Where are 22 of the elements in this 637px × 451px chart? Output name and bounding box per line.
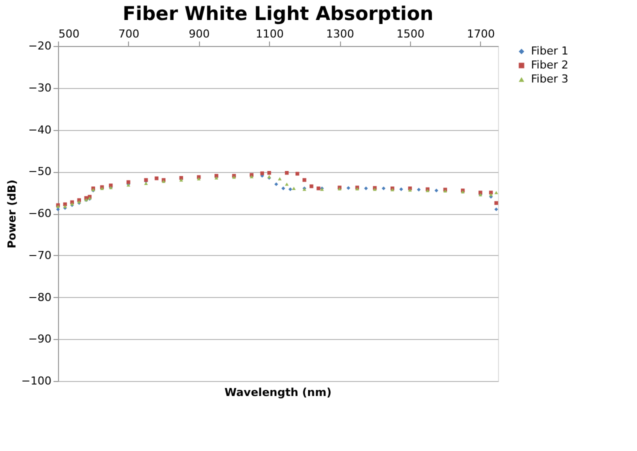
- y-tick-label: −20: [28, 40, 52, 52]
- y-tick-label: −40: [28, 123, 52, 136]
- y-tick-label: −100: [21, 374, 52, 388]
- x-tick-label: 1500: [396, 28, 424, 40]
- y-tick-label: −80: [28, 290, 52, 304]
- x-tick-label: 1300: [326, 28, 354, 40]
- y-tick-label: −90: [28, 332, 52, 346]
- legend-label: Fiber 2: [531, 58, 568, 72]
- x-tick-label: 1100: [256, 28, 284, 40]
- legend-label: Fiber 3: [531, 72, 568, 86]
- x-tick-label: 500: [58, 28, 80, 40]
- x-tick-label: 900: [188, 28, 210, 40]
- y-axis-title: Power (dB): [5, 180, 18, 248]
- y-tick-label: −30: [28, 81, 52, 94]
- y-tick-label: −70: [28, 248, 52, 262]
- y-tick-label: −60: [28, 207, 52, 220]
- chart-title: Fiber White Light Absorption: [122, 3, 434, 25]
- x-tick-label: 1700: [466, 28, 495, 40]
- y-tick-label: −50: [28, 165, 52, 178]
- legend-label: Fiber 1: [531, 44, 568, 58]
- x-axis-title: Wavelength (nm): [224, 386, 332, 399]
- x-tick-label: 700: [118, 28, 140, 40]
